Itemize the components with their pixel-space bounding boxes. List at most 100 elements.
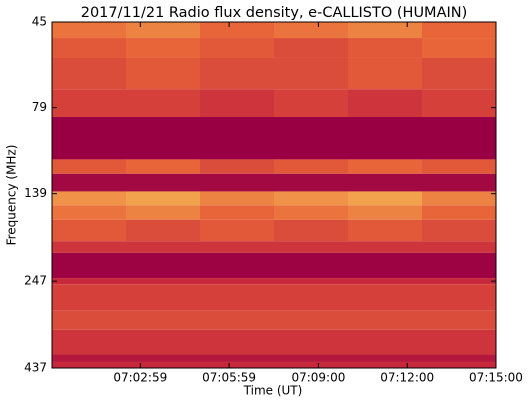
heatmap-cell (422, 89, 496, 117)
x-tick-label: 07:09:00 (291, 371, 345, 385)
heatmap-cell (126, 361, 200, 368)
heatmap-cell (52, 116, 126, 160)
heatmap-cell (422, 310, 496, 330)
heatmap-cell (126, 354, 200, 362)
heatmap-cell (200, 89, 274, 117)
y-axis-label: Frequency (MHz) (5, 145, 19, 246)
heatmap-cell (348, 252, 422, 279)
heatmap-cell (52, 241, 126, 253)
x-tick-label: 07:15:00 (469, 371, 523, 385)
heatmap-cell (126, 219, 200, 242)
heatmap-cell (52, 219, 126, 242)
chart-title: 2017/11/21 Radio flux density, e-CALLIST… (81, 5, 468, 21)
heatmap-cell (422, 205, 496, 220)
heatmap-cell (274, 219, 348, 242)
heatmap-cell (274, 159, 348, 174)
heatmap-cell (348, 284, 422, 311)
heatmap-cell (200, 159, 274, 174)
heatmap-cell (274, 205, 348, 220)
heatmap-cell (422, 116, 496, 160)
heatmap-cell (422, 38, 496, 58)
heatmap-cell (126, 284, 200, 311)
heatmap-cell (422, 241, 496, 253)
heatmap-cell (52, 284, 126, 311)
heatmap-cell (200, 329, 274, 355)
x-tick-label: 07:05:59 (202, 371, 256, 385)
heatmap-cell (348, 354, 422, 362)
heatmap-cell (348, 310, 422, 330)
heatmap-cell (52, 278, 126, 285)
heatmap-cell (422, 284, 496, 311)
heatmap-cell (274, 361, 348, 368)
heatmap-cell (348, 219, 422, 242)
heatmap-cell (126, 278, 200, 285)
heatmap-cell (422, 219, 496, 242)
heatmap-cell (52, 354, 126, 362)
heatmap-cell (200, 116, 274, 160)
heatmap-cell (52, 361, 126, 368)
x-tick-label: 07:02:59 (113, 371, 167, 385)
heatmap-cell (200, 191, 274, 206)
heatmap-cell (274, 252, 348, 279)
y-tick-label: 247 (24, 274, 47, 288)
heatmap-cell (52, 57, 126, 90)
heatmap-cell (348, 241, 422, 253)
heatmap-cell (422, 361, 496, 368)
heatmap-cell (200, 278, 274, 285)
heatmap-cell (274, 57, 348, 90)
heatmap-cell (274, 278, 348, 285)
heatmap-cell (52, 310, 126, 330)
heatmap-cell (200, 310, 274, 330)
heatmap-cell (200, 57, 274, 90)
heatmap-cell (200, 205, 274, 220)
heatmap-cell (274, 173, 348, 192)
heatmap-cell (52, 38, 126, 58)
heatmap-cell (348, 361, 422, 368)
heatmap-cell (348, 329, 422, 355)
x-axis-label: Time (UT) (243, 384, 303, 398)
y-tick-label: 45 (32, 15, 47, 29)
heatmap-cell (274, 116, 348, 160)
heatmap-cell (348, 38, 422, 58)
heatmap-cell (422, 173, 496, 192)
heatmap-cell (126, 173, 200, 192)
heatmap-cell (348, 159, 422, 174)
heatmap-cell (200, 354, 274, 362)
heatmap-cell (348, 57, 422, 90)
heatmap-cell (200, 22, 274, 39)
heatmap-cell (422, 191, 496, 206)
heatmap-cell (422, 278, 496, 285)
heatmap-cell (126, 241, 200, 253)
heatmap-cell (126, 38, 200, 58)
heatmap-cell (52, 191, 126, 206)
heatmap-cell (52, 329, 126, 355)
heatmap-cell (200, 252, 274, 279)
heatmap-cell (200, 173, 274, 192)
y-tick-label: 139 (24, 186, 47, 200)
heatmap (52, 22, 496, 368)
heatmap-cell (126, 57, 200, 90)
heatmap-cell (348, 89, 422, 117)
heatmap-cell (348, 173, 422, 192)
heatmap-cell (422, 57, 496, 90)
heatmap-cell (274, 354, 348, 362)
heatmap-cell (274, 22, 348, 39)
heatmap-cell (348, 22, 422, 39)
heatmap-cell (348, 191, 422, 206)
heatmap-cell (126, 191, 200, 206)
heatmap-cell (348, 116, 422, 160)
axes: 45 79 139 247 437 07:02:59 07:05:59 07:09:00 07:… (24, 15, 523, 385)
heatmap-cell (52, 173, 126, 192)
heatmap-cell (200, 284, 274, 311)
heatmap-cell (274, 284, 348, 311)
heatmap-cell (126, 310, 200, 330)
heatmap-cell (422, 22, 496, 39)
heatmap-cell (52, 22, 126, 39)
heatmap-cell (200, 241, 274, 253)
heatmap-cell (126, 116, 200, 160)
heatmap-cell (126, 89, 200, 117)
heatmap-cell (52, 159, 126, 174)
heatmap-cell (126, 22, 200, 39)
heatmap-cell (126, 159, 200, 174)
heatmap-cell (422, 159, 496, 174)
